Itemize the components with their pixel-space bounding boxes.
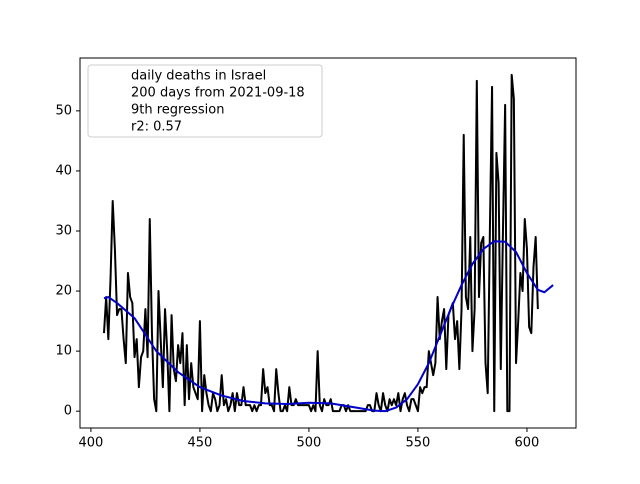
- legend-box: [87, 64, 323, 138]
- legend-entry: 200 days from 2021-09-18: [131, 86, 305, 101]
- x-tick-label: 450: [187, 436, 212, 451]
- y-tick-label: 10: [55, 344, 72, 359]
- x-tick-label: 500: [297, 436, 322, 451]
- y-tick-label: 20: [55, 284, 72, 299]
- y-tick-label: 0: [64, 404, 72, 419]
- legend-entry: r2: 0.57: [131, 120, 182, 135]
- y-tick-label: 30: [55, 223, 72, 238]
- legend-entry: daily deaths in Israel: [131, 69, 266, 84]
- x-tick-label: 600: [515, 436, 540, 451]
- plot-frame: [79, 57, 577, 429]
- x-tick-label: 400: [78, 436, 103, 451]
- y-tick-label: 50: [55, 103, 72, 118]
- y-tick-label: 40: [55, 163, 72, 178]
- data-line: [102, 73, 539, 413]
- data-line: [103, 240, 554, 413]
- x-tick-label: 550: [406, 436, 431, 451]
- legend-entry: 9th regression: [131, 103, 224, 118]
